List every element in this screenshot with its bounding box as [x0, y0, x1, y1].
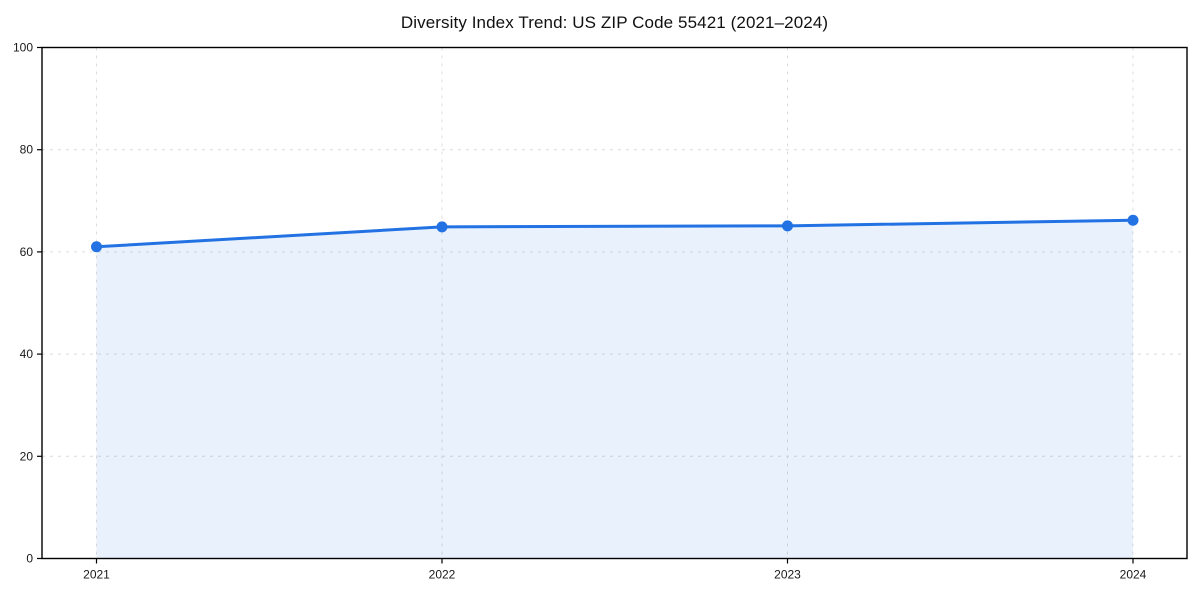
data-point-marker — [91, 241, 102, 253]
y-tick-label: 60 — [20, 245, 34, 259]
data-point-marker — [1127, 214, 1139, 226]
data-point-marker — [782, 220, 793, 232]
trend-line — [95, 218, 1135, 249]
axis-frame — [41, 46, 1188, 560]
x-tick-label: 2024 — [1120, 568, 1147, 582]
x-tick-label: 2021 — [83, 568, 110, 582]
y-tick-label: 40 — [20, 347, 34, 361]
y-tick-label: 0 — [26, 552, 33, 566]
x-tick-label: 2022 — [429, 568, 456, 582]
y-tick-label: 100 — [13, 41, 33, 55]
y-tick-label: 20 — [20, 449, 34, 463]
x-tick-label: 2023 — [774, 568, 801, 582]
chart-title: Diversity Index Trend: US ZIP Code 55421… — [400, 13, 829, 32]
area-fill — [96, 220, 1133, 559]
y-tick-label: 80 — [20, 143, 34, 157]
data-point-marker — [436, 221, 448, 233]
